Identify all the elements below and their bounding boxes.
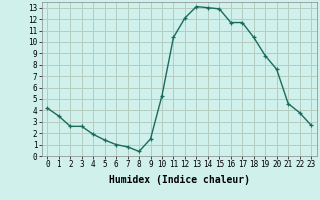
X-axis label: Humidex (Indice chaleur): Humidex (Indice chaleur) [109, 175, 250, 185]
